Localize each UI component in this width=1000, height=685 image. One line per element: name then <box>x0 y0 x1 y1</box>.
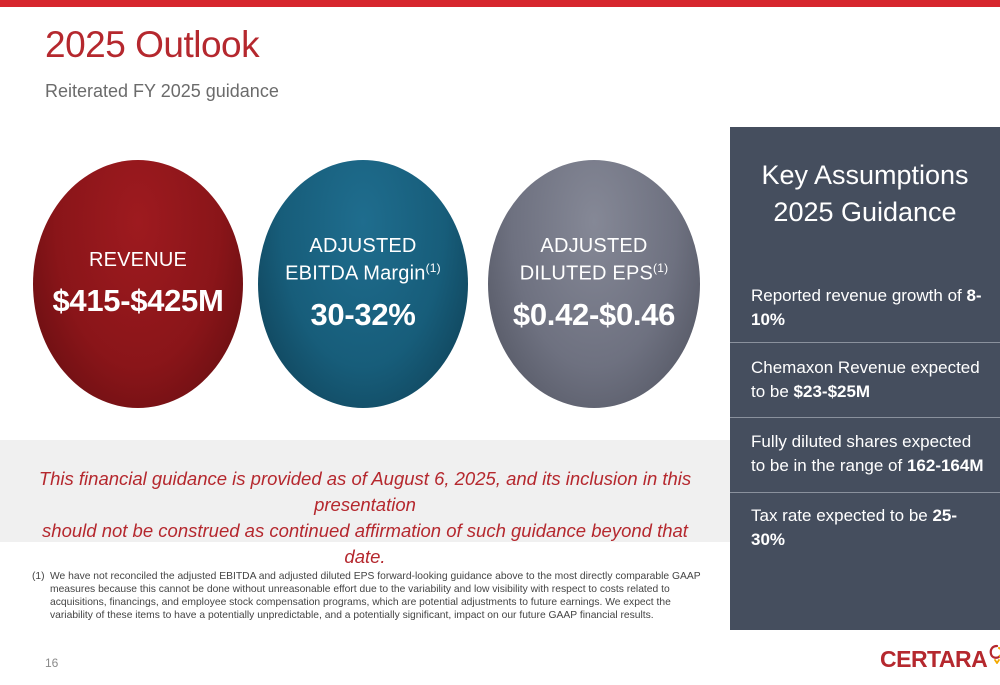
logo-swirl-icon <box>989 644 1000 664</box>
assumption-text: Reported revenue growth of <box>751 286 967 305</box>
eps-footnote-ref: (1) <box>653 261 669 276</box>
assumption-value: 25-30% <box>751 506 958 549</box>
assumption-value: 8-10% <box>751 286 982 329</box>
ebitda-label-line2: EBITDA Margin <box>285 262 426 285</box>
footnote-text: We have not reconciled the adjusted EBIT… <box>50 571 701 621</box>
disclaimer-line2: should not be construed as continued aff… <box>42 520 688 567</box>
disclaimer-line1: This financial guidance is provided as o… <box>38 468 692 515</box>
revenue-value: $415-$425M <box>52 283 224 318</box>
ebitda-label-line1: ADJUSTED <box>309 235 417 258</box>
top-accent-bar <box>0 0 1000 7</box>
assumption-value: 162-164M <box>906 456 984 475</box>
guidance-disclaimer: This financial guidance is provided as o… <box>20 466 710 570</box>
assumption-divider <box>730 342 1000 343</box>
logo-wordmark: CERTARA <box>880 646 988 672</box>
ebitda-margin-label: ADJUSTED EBITDA Margin(1) <box>285 235 441 285</box>
diluted-eps-label: ADJUSTED DILUTED EPS(1) <box>520 235 669 285</box>
revenue-circle: REVENUE $415-$425M <box>33 160 243 408</box>
diluted-eps-value: $0.42-$0.46 <box>512 296 676 332</box>
diluted-eps-circle: ADJUSTED DILUTED EPS(1) $0.42-$0.46 <box>488 160 700 408</box>
assumption-value: $23-$25M <box>793 382 871 401</box>
assumption-text: Tax rate expected to be <box>751 506 933 525</box>
revenue-label: REVENUE <box>88 249 188 271</box>
assumption-divider <box>730 417 1000 418</box>
ebitda-footnote-ref: (1) <box>425 261 441 276</box>
ebitda-margin-circle: ADJUSTED EBITDA Margin(1) 30-32% <box>258 160 468 408</box>
certara-logo: CERTARA <box>880 644 1000 673</box>
assumption-revenue-growth: Reported revenue growth of 8-10% <box>751 284 987 332</box>
footnote: (1) We have not reconciled the adjusted … <box>32 570 712 622</box>
key-assumptions-title: Key Assumptions 2025 Guidance <box>730 157 1000 231</box>
panel-title-line1: Key Assumptions <box>761 160 969 190</box>
eps-label-line2: DILUTED EPS <box>519 262 654 285</box>
assumption-text: Fully diluted shares expected to be in t… <box>751 432 972 475</box>
assumption-diluted-shares: Fully diluted shares expected to be in t… <box>751 430 987 478</box>
disclaimer-band <box>0 440 730 542</box>
assumption-tax-rate: Tax rate expected to be 25-30% <box>751 504 987 552</box>
ebitda-margin-value: 30-32% <box>310 296 416 332</box>
slide-title: 2025 Outlook <box>45 24 260 65</box>
assumption-text: Chemaxon Revenue expected to be <box>751 358 980 401</box>
slide-subtitle: Reiterated FY 2025 guidance <box>45 81 279 101</box>
key-assumptions-panel: Key Assumptions 2025 Guidance Reported r… <box>730 127 1000 630</box>
page-number: 16 <box>45 656 59 670</box>
eps-label-line1: ADJUSTED <box>540 235 648 258</box>
panel-title-line2: 2025 Guidance <box>773 197 957 227</box>
assumption-chemaxon-revenue: Chemaxon Revenue expected to be $23-$25M <box>751 356 987 404</box>
footnote-number: (1) <box>32 571 45 582</box>
assumption-divider <box>730 492 1000 493</box>
